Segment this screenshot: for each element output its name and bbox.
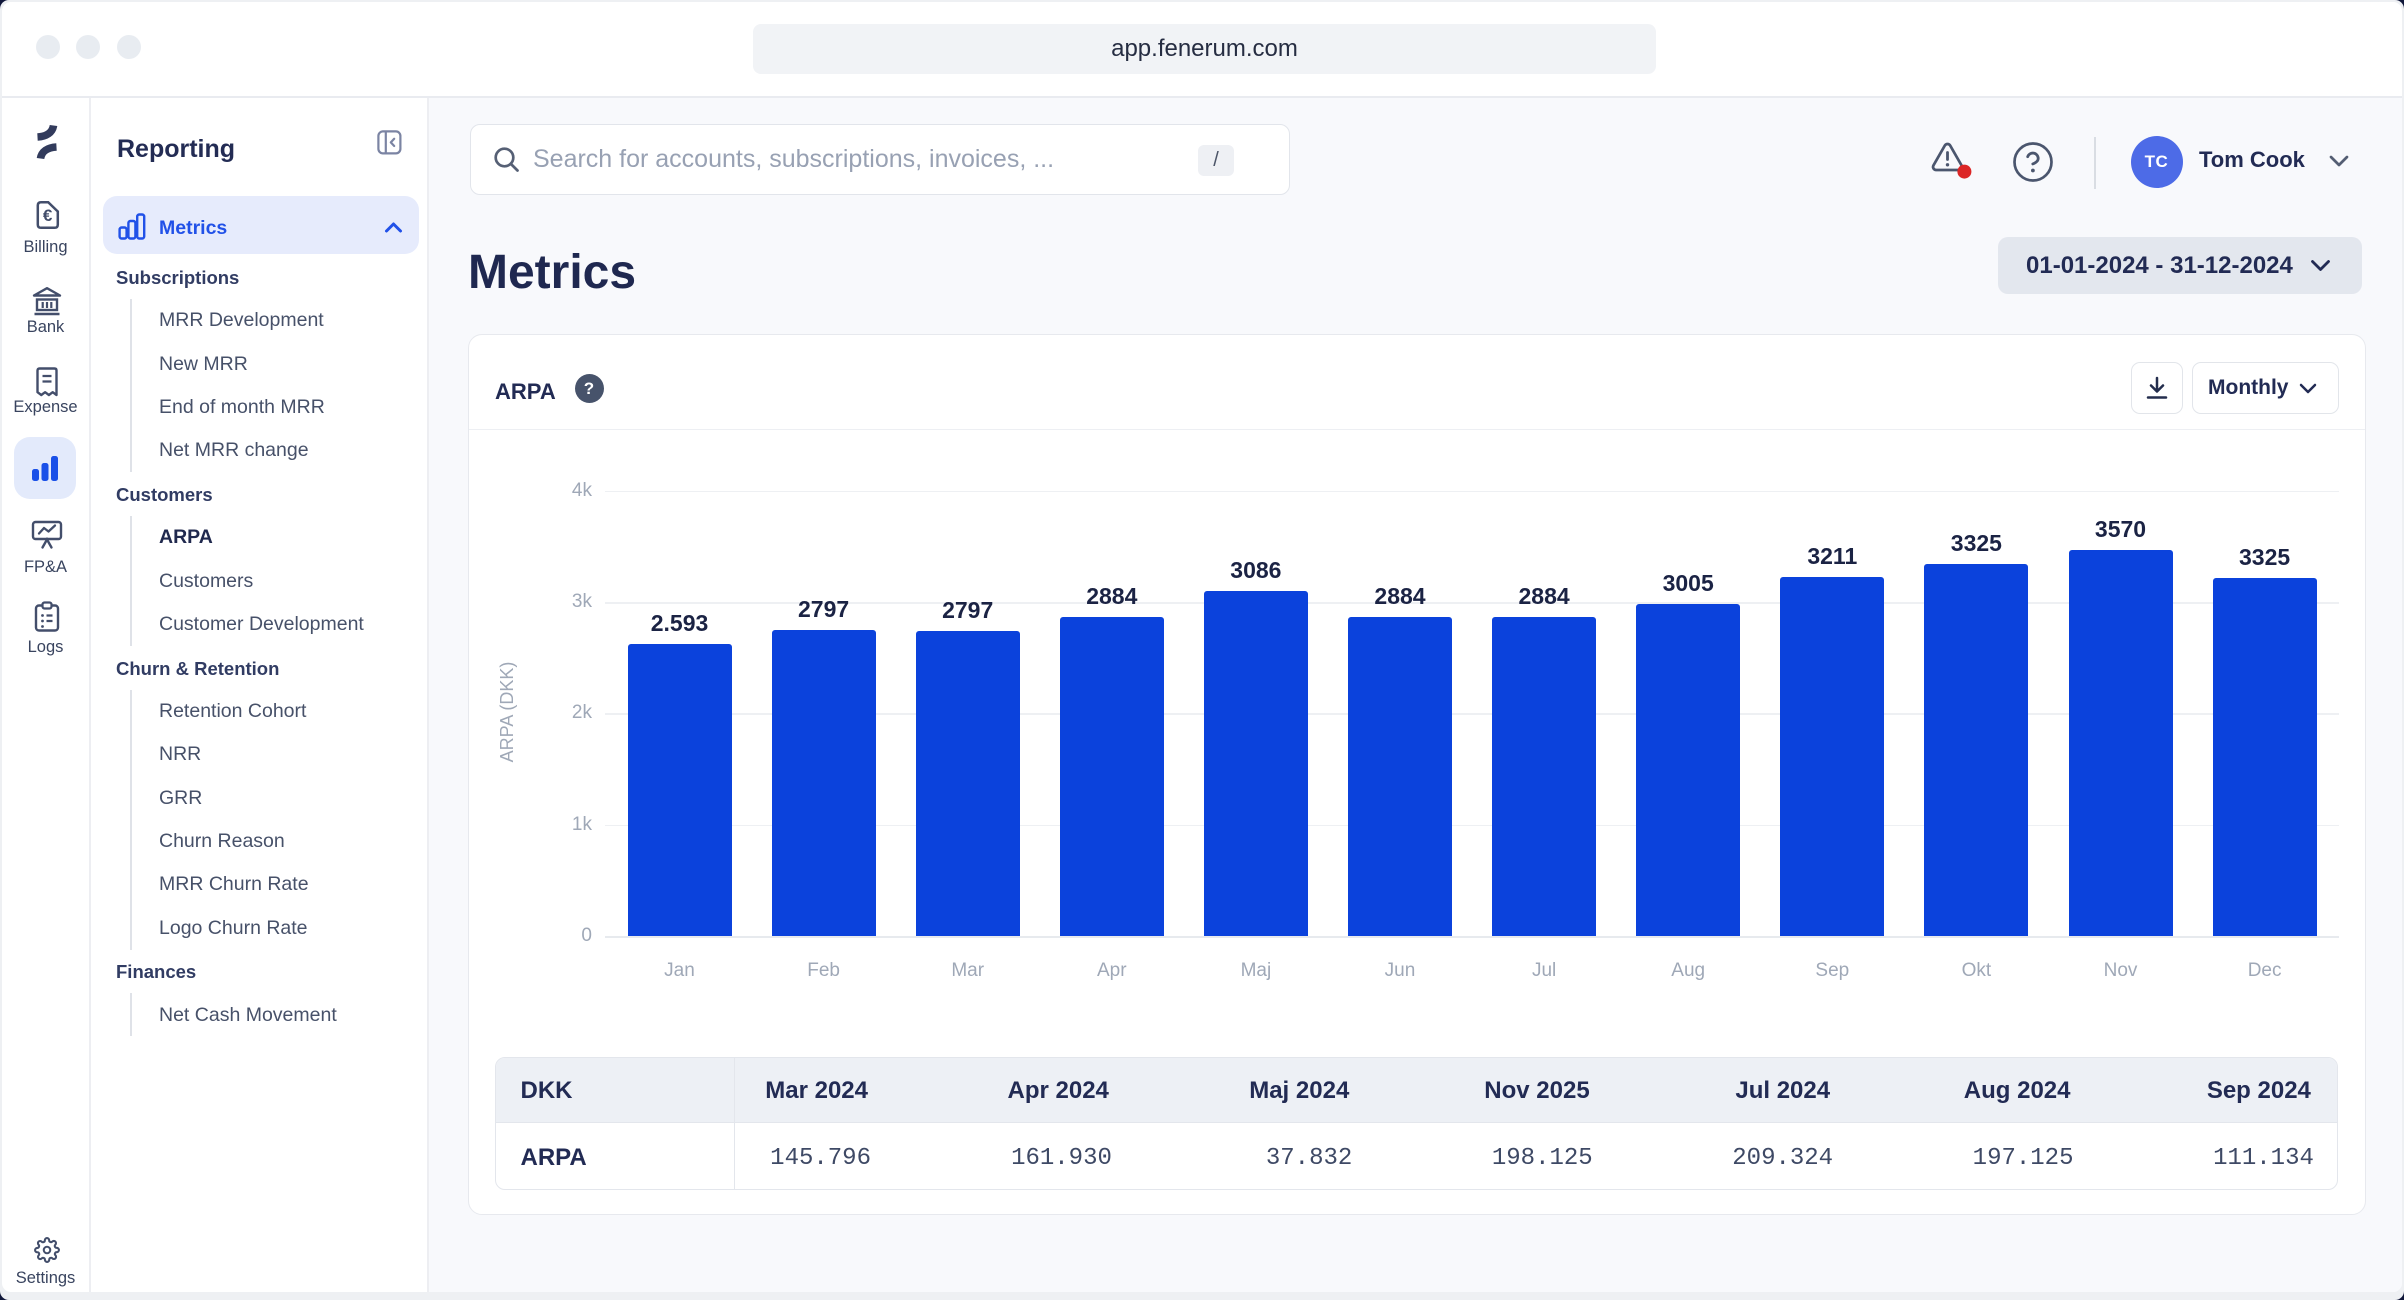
svg-text:€: € xyxy=(43,206,53,225)
